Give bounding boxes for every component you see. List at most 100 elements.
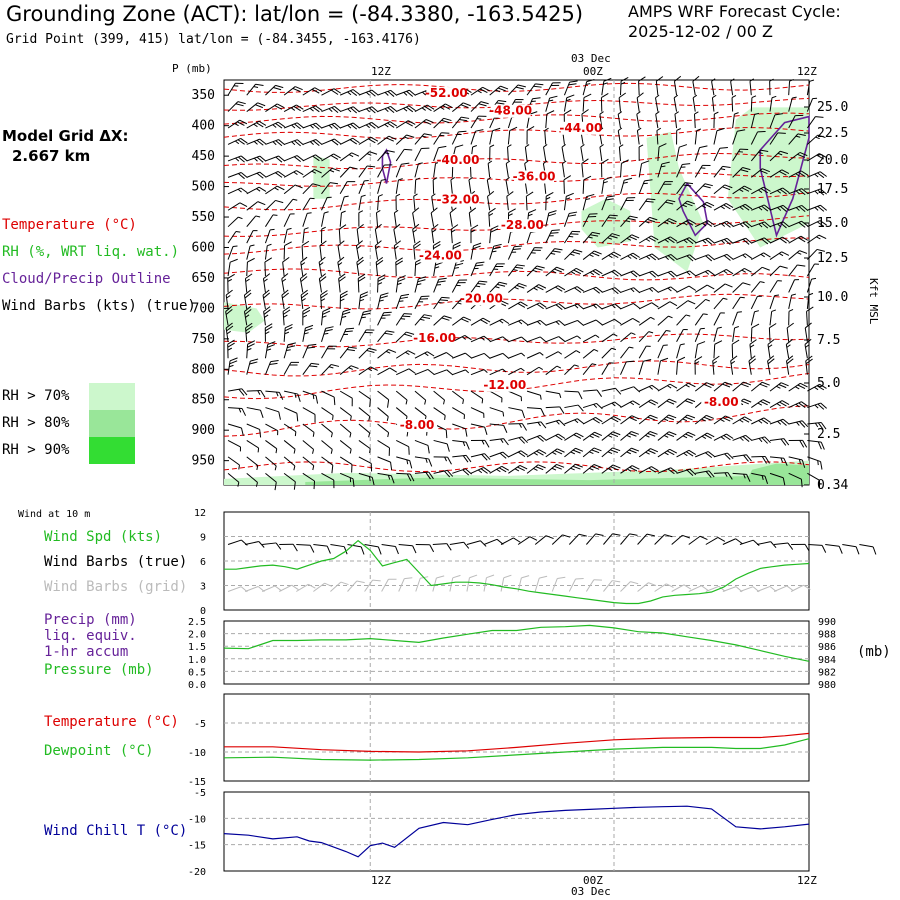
wind-barb: [601, 269, 622, 277]
wind-barb: [227, 440, 241, 452]
wind-barb: [281, 273, 289, 293]
wind-barb: [657, 181, 673, 195]
panel-2-frame: [223, 620, 810, 685]
wind-barb: [545, 248, 563, 260]
wind-barb: [788, 96, 797, 112]
wind-barb: [470, 317, 491, 326]
wind-barb-10m-grid: [313, 582, 333, 592]
wind-barb: [357, 273, 366, 293]
wind-barb: [694, 164, 711, 178]
wind-barb: [470, 224, 479, 244]
wind-barb: [564, 350, 581, 359]
wind-barb: [806, 79, 815, 96]
wind-barb: [339, 152, 360, 162]
wind-barb: [638, 76, 646, 96]
wind-barb: [283, 155, 304, 163]
wind-barb: [264, 243, 272, 260]
wind-barb: [452, 439, 470, 450]
wind-barb: [245, 322, 253, 342]
wind-barb: [283, 139, 304, 147]
wind-barb: [788, 264, 806, 277]
wind-barb: [321, 423, 333, 438]
wind-barb: [692, 94, 698, 112]
wind-barb: [694, 414, 714, 425]
wind-barb: [526, 449, 547, 458]
wind-barb: [320, 290, 328, 309]
wind-barb: [655, 76, 664, 96]
wind-barb: [788, 204, 809, 213]
wind-barb: [414, 390, 427, 405]
wind-barb: [601, 464, 621, 474]
wind-barb: [339, 440, 352, 454]
wind-barb: [581, 158, 589, 178]
wind-barb: [751, 417, 771, 425]
wind-barb: [395, 120, 416, 129]
wind-barb-10m-grid: [551, 576, 566, 592]
wind-barb: [339, 210, 346, 227]
wind-barb: [283, 170, 304, 178]
wind-barb-10m-grid: [637, 582, 657, 592]
wind-barb: [804, 322, 812, 342]
wind-barb: [489, 438, 509, 446]
wind-barb: [377, 311, 392, 326]
wind-barb: [339, 137, 360, 145]
wind-barb: [265, 84, 284, 96]
wind-barb: [713, 269, 734, 277]
top-time-12z-b: 12Z: [797, 65, 817, 78]
bottom-time-12z-a: 12Z: [371, 874, 391, 887]
wind-barb: [489, 85, 509, 96]
wind-barb: [563, 211, 578, 227]
wind-barb: [339, 346, 357, 359]
wind-barb: [676, 398, 696, 408]
wind-barb: [265, 214, 278, 227]
wind-barb: [508, 282, 527, 293]
wind-barb-10m-grid: [534, 575, 548, 592]
pressure-unit-label: (mb): [857, 644, 891, 660]
wind-barb: [412, 223, 420, 244]
wind-barb: [807, 220, 827, 228]
wind-barb: [620, 465, 640, 474]
legend-wind-chill: Wind Chill T (°C): [44, 823, 188, 839]
isotherm-label-bg: [484, 378, 525, 392]
wind-barb: [694, 128, 702, 145]
wind-barb-10m-true: [415, 544, 435, 553]
wind-barb-10m-true: [466, 540, 487, 547]
wind-barb: [505, 160, 511, 178]
wind-barb: [601, 214, 618, 227]
wind-barb: [302, 456, 315, 471]
wind-barb: [243, 289, 252, 309]
wind-barb: [713, 452, 734, 460]
wind-barb: [657, 398, 677, 408]
wind-barb: [657, 414, 677, 425]
wind-barb: [396, 456, 413, 469]
wind-barb: [246, 358, 259, 375]
wind-barb: [377, 105, 398, 113]
wind-barb: [377, 367, 397, 376]
wind-barb: [339, 365, 359, 376]
pressure-tick-label: 700: [192, 301, 215, 316]
pressure-right-tick-label: 988: [818, 630, 836, 641]
isotherm-label: -24.00: [419, 249, 462, 263]
wind-barb: [377, 292, 389, 310]
wind-barb: [395, 148, 413, 162]
wind-barb: [526, 336, 547, 343]
wind-barb: [358, 440, 371, 454]
wind-barb: [713, 253, 734, 261]
wind-barb: [582, 447, 602, 458]
wind-barb: [265, 199, 284, 211]
wind-barb: [561, 144, 566, 161]
wind-barb: [508, 319, 528, 326]
wind-barb: [526, 83, 544, 96]
wind-barb: [283, 122, 304, 130]
wind-barb: [340, 106, 360, 114]
wind-barb: [246, 138, 267, 146]
wind-barb: [769, 95, 777, 112]
wind-barb: [748, 355, 757, 375]
rh-shade-7: [744, 463, 809, 485]
wind-barb: [582, 286, 603, 294]
wind-barb: [732, 454, 752, 462]
wind-barb: [284, 390, 301, 402]
height-tick-label: 17.5: [817, 182, 848, 197]
wind-barb: [638, 198, 656, 211]
wind-barb: [470, 390, 484, 404]
